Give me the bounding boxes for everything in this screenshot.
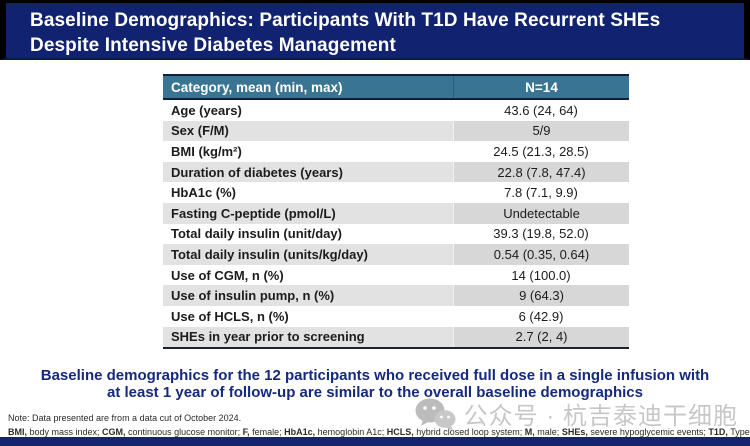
table-row: Use of CGM, n (%) 14 (100.0) <box>163 264 629 286</box>
table-row: Total daily insulin (unit/day) 39.3 (19.… <box>163 223 629 245</box>
abbr-desc: body mass index; <box>27 427 103 437</box>
row-label: Use of HCLS, n (%) <box>171 308 289 324</box>
row-label: Use of insulin pump, n (%) <box>171 288 335 304</box>
row-value: 5/9 <box>453 120 629 142</box>
wechat-icon <box>415 398 456 430</box>
abbreviations-line: BMI, body mass index; CGM, continuous gl… <box>8 427 750 437</box>
subtitle-line-1: Baseline demographics for the 12 partici… <box>40 367 710 384</box>
row-label: Use of CGM, n (%) <box>171 267 284 283</box>
title-band: Baseline Demographics: Participants With… <box>0 0 750 60</box>
abbr-term: HbA1c, <box>284 427 316 437</box>
slide-title-line-1: Baseline Demographics: Participants With… <box>30 10 661 31</box>
row-label: Fasting C-peptide (pmol/L) <box>171 205 336 221</box>
table-row: Use of HCLS, n (%) 6 (42.9) <box>163 305 629 327</box>
abbr-desc: continuous glucose monitor; <box>125 427 243 437</box>
bottom-accent-bar <box>0 437 750 446</box>
table-header-row: Category, mean (min, max) N=14 <box>163 76 629 100</box>
row-label: Total daily insulin (unit/day) <box>171 226 342 242</box>
abbr-desc: severe hypoglycemic events; <box>587 427 709 437</box>
row-label: Duration of diabetes (years) <box>171 164 343 180</box>
row-value: 39.3 (19.8, 52.0) <box>493 226 589 242</box>
row-label: HbA1c (%) <box>171 185 237 201</box>
abbr-term: SHEs, <box>561 427 588 437</box>
abbr-term: HCLS, <box>386 427 414 437</box>
table-row: Age (years) 43.6 (24, 64) <box>163 100 629 121</box>
abbr-term: BMI, <box>8 427 27 437</box>
row-value: 24.5 (21.3, 28.5) <box>493 143 589 159</box>
abbr-term: CGM, <box>102 427 126 437</box>
table-row: Duration of diabetes (years) 22.8 (7.8, … <box>163 161 629 183</box>
abbr-term: M, <box>524 427 535 437</box>
row-value: 22.8 (7.8, 47.4) <box>453 161 629 183</box>
row-value: 43.6 (24, 64) <box>504 102 578 118</box>
footnote: Note: Data presented are from a data cut… <box>8 413 242 423</box>
table-row: SHEs in year prior to screening 2.7 (2, … <box>163 326 629 348</box>
row-label: BMI (kg/m²) <box>171 143 242 159</box>
table-row: BMI (kg/m²) 24.5 (21.3, 28.5) <box>163 141 629 162</box>
abbr-desc: male; <box>534 427 562 437</box>
abbr-desc: female; <box>249 427 285 437</box>
row-label: Total daily insulin (units/kg/day) <box>171 246 368 262</box>
row-label: Sex (F/M) <box>171 123 229 139</box>
abbr-term: F, <box>242 427 250 437</box>
row-value: 14 (100.0) <box>511 267 571 283</box>
abbr-desc: Type 1 diabetes <box>730 427 750 437</box>
table-row: HbA1c (%) 7.8 (7.1, 9.9) <box>163 182 629 203</box>
header-n: N=14 <box>453 76 629 98</box>
subtitle-line-2: at least 1 year of follow-up are similar… <box>106 384 643 401</box>
abbr-term: T1D, <box>708 427 728 437</box>
row-value: 2.7 (2, 4) <box>453 326 629 348</box>
row-label: Age (years) <box>171 102 242 118</box>
abbr-desc: hemoglobin A1c; <box>315 427 387 437</box>
slide-subtitle: Baseline demographics for the 12 partici… <box>10 367 740 401</box>
table-row: Fasting C-peptide (pmol/L) Undetectable <box>163 202 629 224</box>
row-value: 6 (42.9) <box>518 308 564 324</box>
table-row: Sex (F/M) 5/9 <box>163 120 629 142</box>
table-row: Use of insulin pump, n (%) 9 (64.3) <box>163 285 629 306</box>
row-label: SHEs in year prior to screening <box>171 329 365 345</box>
watermark: 公众号 · 杭吉泰迪干细胞 <box>414 396 738 431</box>
row-value: 7.8 (7.1, 9.9) <box>504 185 578 201</box>
slide-title-line-2: Despite Intensive Diabetes Management <box>30 35 396 56</box>
watermark-text: 公众号 · 杭吉泰迪干细胞 <box>463 403 738 430</box>
row-value: Undetectable <box>453 202 629 224</box>
demographics-table: Category, mean (min, max) N=14 Age (year… <box>163 74 629 350</box>
row-value: 0.54 (0.35, 0.64) <box>453 244 629 265</box>
row-value: 9 (64.3) <box>453 285 629 306</box>
table-row: Total daily insulin (units/kg/day) 0.54 … <box>163 244 629 265</box>
abbr-desc: hybrid closed loop system; <box>413 427 525 437</box>
header-category: Category, mean (min, max) <box>171 79 343 95</box>
